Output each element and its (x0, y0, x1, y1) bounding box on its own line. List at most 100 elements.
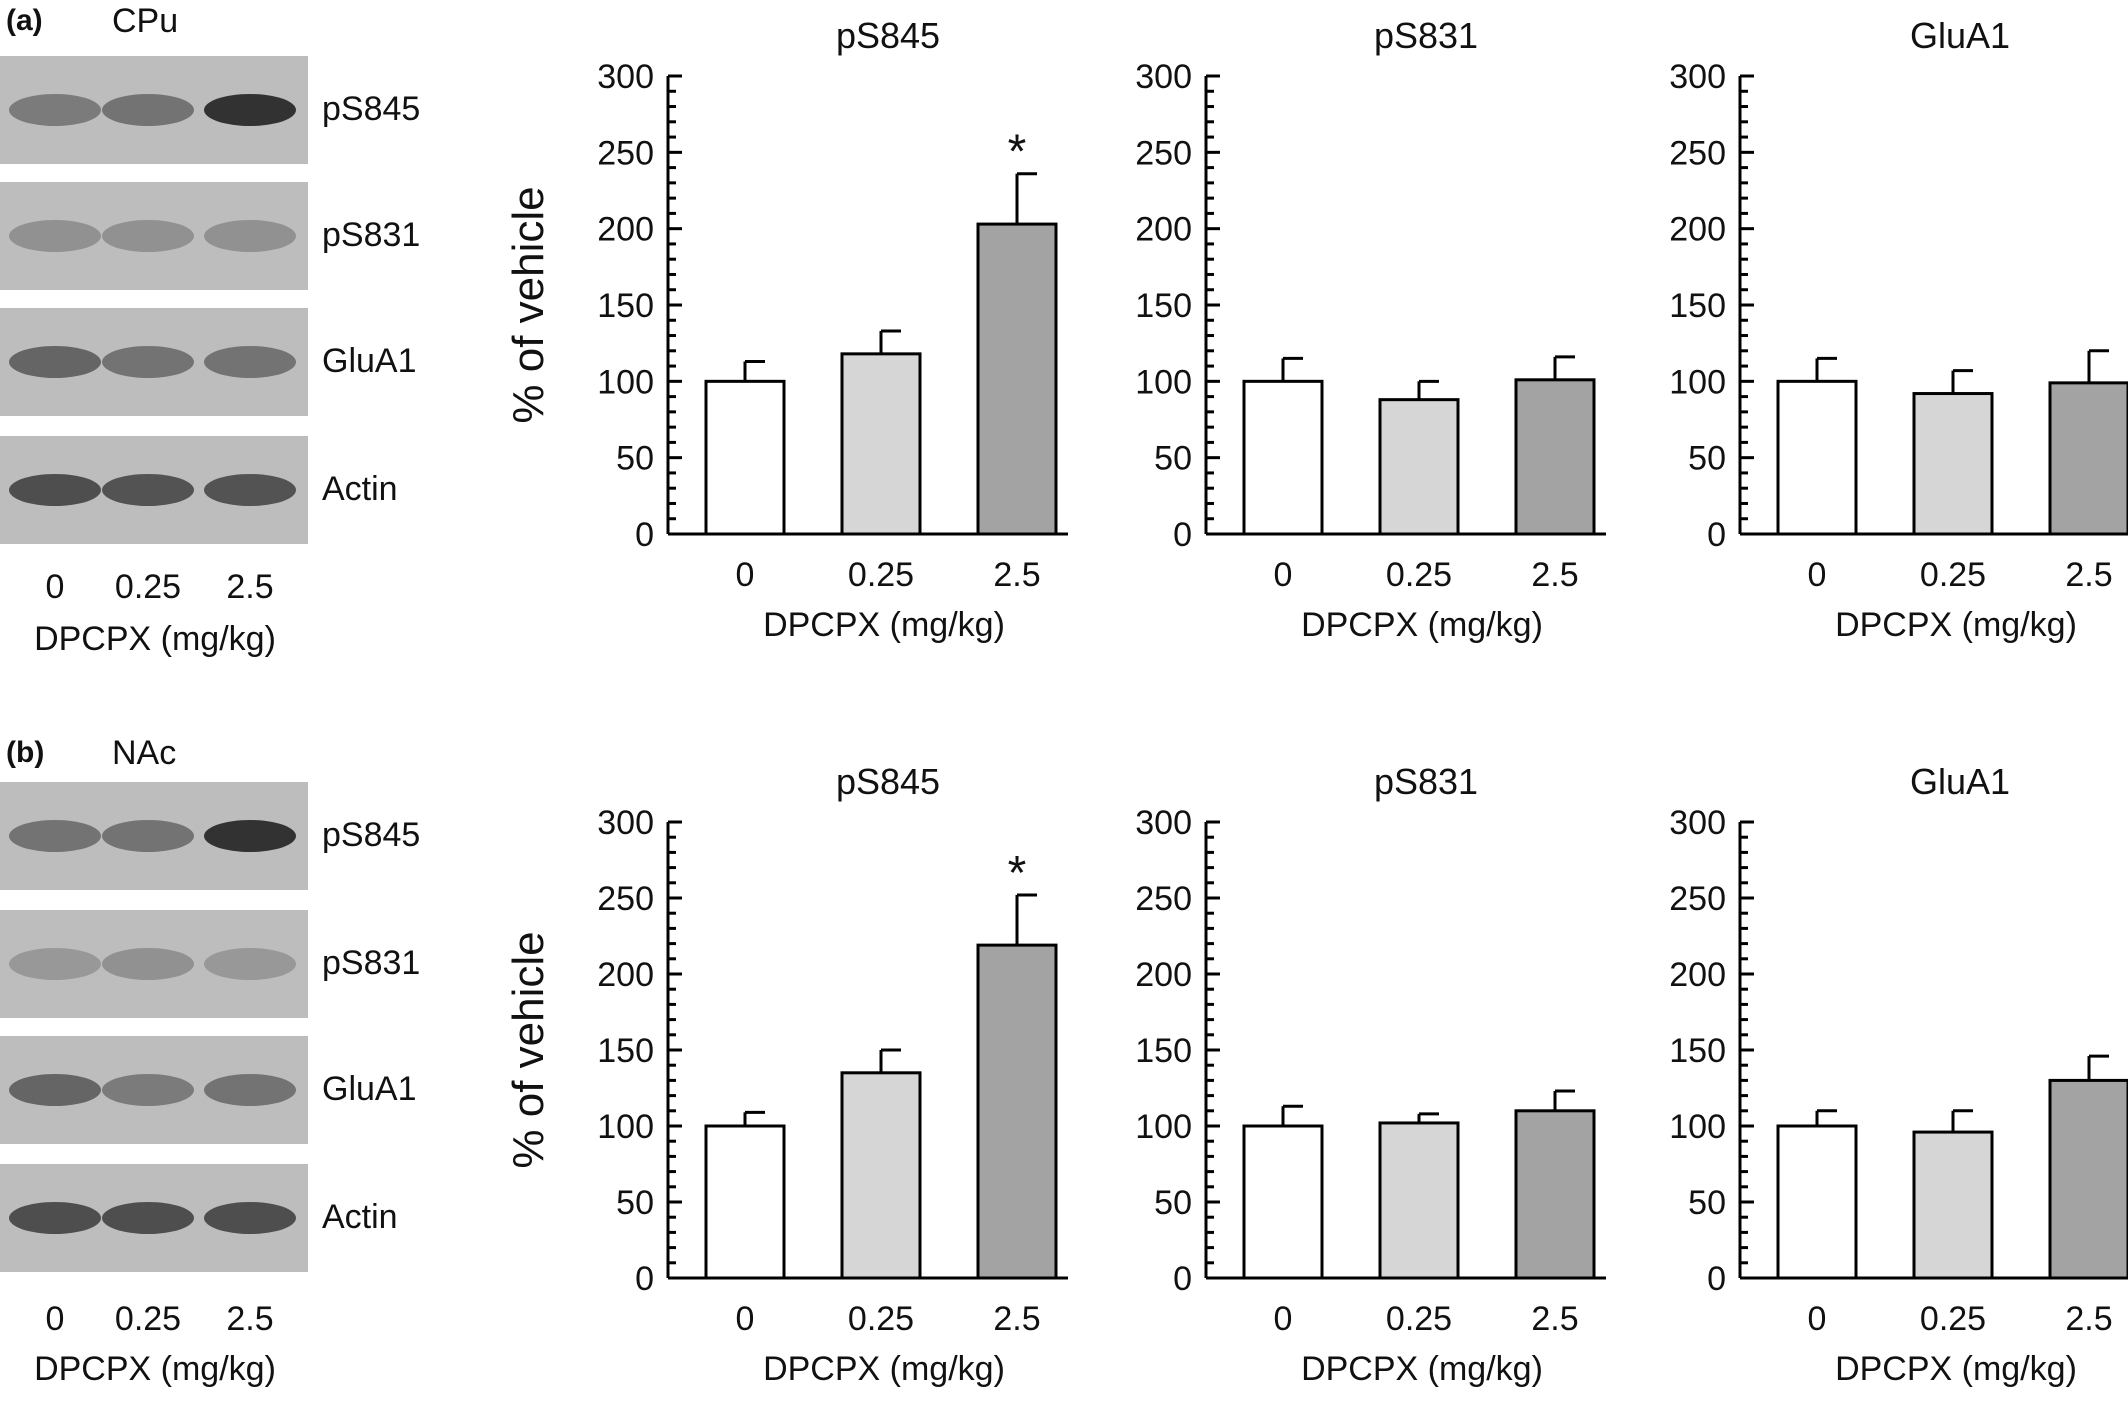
bar (1242, 379, 1324, 536)
y-tick-label: 0 (1173, 516, 1192, 554)
significance-marker: * (1008, 847, 1027, 900)
blot-band (102, 1202, 194, 1234)
bar-charts: pS845 0 50 100 150 200 250 300 % of vehicle 0 0.25… (504, 15, 2128, 1388)
panel-a-blot: (a) CPu pS845 pS831 GluA1 Actin 0 0.25 2… (0, 2, 420, 658)
bar (2048, 1078, 2128, 1280)
blot-x-title: DPCPX (mg/kg) (34, 1350, 276, 1388)
chart-title: GluA1 (1910, 15, 2010, 56)
bar (704, 1124, 786, 1280)
y-tick-label: 150 (597, 1032, 654, 1070)
blot-band (102, 1074, 194, 1106)
chart-title: pS831 (1374, 15, 1478, 56)
y-tick-label: 0 (1173, 1260, 1192, 1298)
blot-label: pS831 (322, 216, 420, 254)
blot-band (9, 820, 101, 852)
blot-band (9, 1202, 101, 1234)
x-tick-label: 0 (1274, 1300, 1293, 1338)
x-tick-label: 0.25 (1386, 1300, 1452, 1338)
blot-band (102, 474, 194, 506)
bar (976, 222, 1058, 536)
y-tick-label: 200 (1669, 211, 1726, 249)
bar (1776, 1124, 1858, 1280)
y-tick-label: 300 (597, 804, 654, 842)
blot-band (102, 94, 194, 126)
y-tick-label: 200 (597, 956, 654, 994)
bar (704, 379, 786, 536)
blot-strip (0, 910, 308, 1018)
panel-b-letter: (b) (6, 736, 44, 769)
x-axis-label: DPCPX (mg/kg) (1835, 606, 2077, 644)
blot-band (9, 1074, 101, 1106)
bar (1378, 1121, 1460, 1280)
blot-band (204, 474, 296, 506)
x-tick-label: 2.5 (993, 556, 1040, 594)
y-tick-label: 100 (597, 1108, 654, 1146)
bar (2048, 381, 2128, 536)
x-tick-label: 2.5 (2065, 556, 2112, 594)
blot-band (102, 948, 194, 980)
bar-chart-b-GluA1: GluA1 0 50 100 150 200 250 300 0 0.25 2.5 DPCPX (mg… (1669, 761, 2128, 1388)
bar (1912, 392, 1994, 536)
blot-band (9, 94, 101, 126)
x-tick-label: 2.5 (993, 1300, 1040, 1338)
chart-title: pS845 (836, 761, 940, 802)
y-tick-label: 100 (1669, 1108, 1726, 1146)
x-tick-label: 0.25 (1920, 1300, 1986, 1338)
bar (1912, 1130, 1994, 1280)
blot-band (9, 474, 101, 506)
x-tick-label: 0.25 (1386, 556, 1452, 594)
blot-band (102, 220, 194, 252)
bar (1776, 379, 1858, 536)
x-axis-label: DPCPX (mg/kg) (763, 606, 1005, 644)
panel-b-blot: (b) NAc pS845 pS831 GluA1 Actin 0 0.25 2… (0, 734, 420, 1388)
y-tick-label: 200 (1135, 956, 1192, 994)
blot-label: GluA1 (322, 342, 417, 380)
y-tick-label: 300 (597, 58, 654, 96)
blot-band (204, 948, 296, 980)
y-tick-label: 50 (616, 1184, 654, 1222)
x-tick-label: 2.5 (1531, 1300, 1578, 1338)
blot-label: pS831 (322, 944, 420, 982)
bar (840, 1071, 922, 1280)
bar (1514, 378, 1596, 536)
x-axis-label: DPCPX (mg/kg) (763, 1350, 1005, 1388)
y-tick-label: 300 (1669, 804, 1726, 842)
bar-chart-a-pS831: pS831 0 50 100 150 200 250 300 0 0.25 2.5 DPCPX (mg… (1135, 15, 1606, 644)
panel-a-region: CPu (112, 2, 178, 40)
lane-label: 0.25 (115, 568, 181, 606)
x-tick-label: 0 (1808, 1300, 1827, 1338)
blot-band (9, 220, 101, 252)
y-axis-label: % of vehicle (504, 186, 553, 423)
blot-x-title: DPCPX (mg/kg) (34, 620, 276, 658)
bar-chart-a-GluA1: GluA1 0 50 100 150 200 250 300 0 0.25 2.5 DPCPX (mg… (1669, 15, 2128, 644)
bar (1378, 398, 1460, 536)
y-tick-label: 100 (1135, 1108, 1192, 1146)
x-tick-label: 0 (1808, 556, 1827, 594)
panel-a-blot-strips (0, 56, 308, 544)
y-tick-label: 250 (1669, 880, 1726, 918)
bar-chart-b-pS831: pS831 0 50 100 150 200 250 300 0 0.25 2.5 DPCPX (mg… (1135, 761, 1606, 1388)
bar (1242, 1124, 1324, 1280)
blot-label: GluA1 (322, 1070, 417, 1108)
blot-band (204, 1074, 296, 1106)
lane-label: 0.25 (115, 1300, 181, 1338)
bar (840, 352, 922, 536)
y-axis-label: % of vehicle (504, 931, 553, 1168)
panel-a-letter: (a) (6, 4, 43, 37)
blot-band (102, 346, 194, 378)
lane-label: 2.5 (226, 568, 273, 606)
x-tick-label: 0 (736, 556, 755, 594)
y-tick-label: 300 (1135, 804, 1192, 842)
y-tick-label: 0 (1707, 1260, 1726, 1298)
y-tick-label: 150 (1135, 1032, 1192, 1070)
y-tick-label: 50 (1154, 440, 1192, 478)
y-tick-label: 250 (1135, 134, 1192, 172)
y-tick-label: 250 (597, 880, 654, 918)
y-tick-label: 200 (597, 211, 654, 249)
blot-band (204, 94, 296, 126)
y-tick-label: 0 (635, 1260, 654, 1298)
x-tick-label: 0.25 (848, 556, 914, 594)
x-axis-label: DPCPX (mg/kg) (1835, 1350, 2077, 1388)
bar (976, 943, 1058, 1280)
